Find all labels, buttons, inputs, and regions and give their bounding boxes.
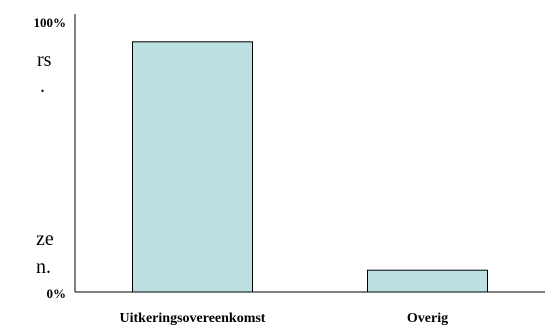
category-labels: Uitkeringsovereenkomst Overig [120, 311, 449, 326]
slide-text-fragment: rs [37, 49, 52, 71]
bars-group [132, 41, 488, 293]
y-tick-label-top: 100% [34, 15, 67, 30]
slide-text-fragment: ze [36, 228, 54, 250]
slide-text-fragment: . [40, 75, 45, 97]
bar-uitkeringsovereenkomst [132, 41, 253, 293]
y-tick-label-bottom: 0% [47, 286, 67, 301]
slide-text-fragment: n. [36, 256, 51, 278]
x-tick-label-uitkeringsovereenkomst: Uitkeringsovereenkomst [120, 311, 266, 326]
background-slide-text: rs . ze n. [0, 0, 60, 327]
bar-overig [367, 269, 488, 293]
x-tick-label-overig: Overig [407, 311, 448, 326]
